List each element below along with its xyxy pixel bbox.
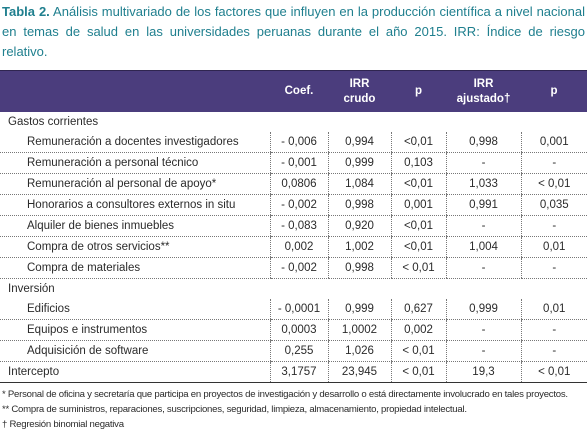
value-cell: - [445,340,521,362]
caption-text: Análisis multivariado de los factores qu… [2,4,585,59]
value-cell: 0,998 [327,257,391,279]
value-cell: <0,01 [390,236,446,258]
value-cell: 0,0806 [269,173,328,195]
row-label: Alquiler de bienes inmuebles [0,215,270,237]
value-cell: <0,01 [390,215,446,237]
data-row: Remuneración a personal técnico - 0,001 0,… [0,152,587,174]
row-label: Honorarios a consultores externos in sit… [0,194,270,216]
data-row: Equipos e instrumentos 0,0003 1,0002 0,002-… [0,319,587,341]
header-cell: p [391,70,446,112]
footnote: * Personal de oficina y secretaría que p… [2,389,568,400]
data-row: Adquisición de software 0,255 1,026 < 0,01-… [0,340,587,362]
header-cell: p [521,70,587,112]
value-cell: 1,033 [445,173,521,195]
value-cell: 0,0003 [269,319,328,341]
row-label: Remuneración a personal técnico [0,152,270,174]
header-cell [0,70,270,112]
value-cell: < 0,01 [390,340,446,362]
data-row: Compra de materiales - 0,002 0,998 < 0,01- - [0,257,587,279]
value-cell: 0,998 [445,132,521,153]
value-cell: - 0,0001 [269,299,328,320]
value-cell: <0,01 [390,173,446,195]
value-cell: 0,999 [445,299,521,320]
value-cell: 1,0002 [327,319,391,341]
value-cell: 3,1757 [269,361,328,383]
value-cell: - [445,152,521,174]
section-title: Inversión [8,283,55,295]
value-cell: - 0,083 [269,215,328,237]
value-cell: - [520,152,587,174]
header-cell: Coef. [270,70,328,112]
value-cell: 0,002 [269,236,328,258]
value-cell: - [445,215,521,237]
value-cell: 1,004 [445,236,521,258]
value-cell: 1,026 [327,340,391,362]
value-cell: - 0,006 [269,132,328,153]
value-cell: 0,998 [327,194,391,216]
data-row: Remuneración al personal de apoyo* 0,0806… [0,173,587,195]
data-row: Alquiler de bienes inmuebles - 0,083 0,920… [0,215,587,237]
value-cell: 0,991 [445,194,521,216]
header-cell: IRR crudo [328,70,391,112]
row-label: Remuneración al personal de apoyo* [0,173,270,195]
value-cell: 0,999 [327,299,391,320]
value-cell: 0,002 [390,319,446,341]
value-cell: 0,001 [390,194,446,216]
value-cell: - [520,215,587,237]
value-cell: 0,01 [520,299,587,320]
section-row: Gastos corrientes [0,112,587,132]
value-cell: 23,945 [327,361,391,383]
row-label: Remuneración a docentes investigadores [0,132,270,153]
value-cell: - [520,340,587,362]
header-row: Coef. IRR crudo p IRR ajustado† p [0,70,587,112]
table-body: Gastos corrientes Remuneración a docentes… [0,112,587,383]
footnote: † Regresión binomial negativa [2,419,124,430]
row-label: Intercepto [0,361,270,383]
value-cell: - 0,001 [269,152,328,174]
section-title: Gastos corrientes [8,116,99,128]
table: Coef. IRR crudo p IRR ajustado† p Gastos corri… [0,70,587,383]
value-cell: 1,002 [327,236,391,258]
value-cell: < 0,01 [520,361,587,383]
value-cell: 1,084 [327,173,391,195]
section-row: Inversión [0,279,587,300]
row-label: Edificios [0,299,270,320]
row-label: Compra de otros servicios** [0,236,270,258]
value-cell: - [520,257,587,279]
value-cell: 0,999 [327,152,391,174]
value-cell: < 0,01 [390,257,446,279]
row-label: Equipos e instrumentos [0,319,270,341]
value-cell: 19,3 [445,361,521,383]
data-row: Compra de otros servicios** 0,002 1,002 <0,… [0,236,587,258]
row-label: Adquisición de software [0,340,270,362]
value-cell: - [445,319,521,341]
value-cell: < 0,01 [520,173,587,195]
value-cell: 0,255 [269,340,328,362]
value-cell: 0,01 [520,236,587,258]
value-cell: 0,103 [390,152,446,174]
value-cell: 0,001 [520,132,587,153]
value-cell: <0,01 [390,132,446,153]
data-row: Edificios - 0,0001 0,999 0,627 0,999 0,01 [0,299,587,320]
value-cell: - [445,257,521,279]
row-label: Compra de materiales [0,257,270,279]
total-row: Intercepto 3,1757 23,945 < 0,01 19,3 < 0,01 [0,361,587,383]
data-row: Remuneración a docentes investigadores - … [0,132,587,153]
header-cell: IRR ajustado† [446,70,521,112]
value-cell: < 0,01 [390,361,446,383]
footnotes: * Personal de oficina y secretaría que p… [0,387,587,432]
caption: Tabla 2. Análisis multivariado de los fa… [2,2,585,70]
value-cell: 0,035 [520,194,587,216]
footnote: ** Compra de suministros, reparaciones, … [2,404,467,415]
value-cell: 0,994 [327,132,391,153]
data-row: Honorarios a consultores externos in sit… [0,194,587,216]
value-cell: 0,627 [390,299,446,320]
value-cell: - 0,002 [269,257,328,279]
caption-label: Tabla 2. [2,4,50,19]
value-cell: - [520,319,587,341]
value-cell: 0,920 [327,215,391,237]
value-cell: - 0,002 [269,194,328,216]
